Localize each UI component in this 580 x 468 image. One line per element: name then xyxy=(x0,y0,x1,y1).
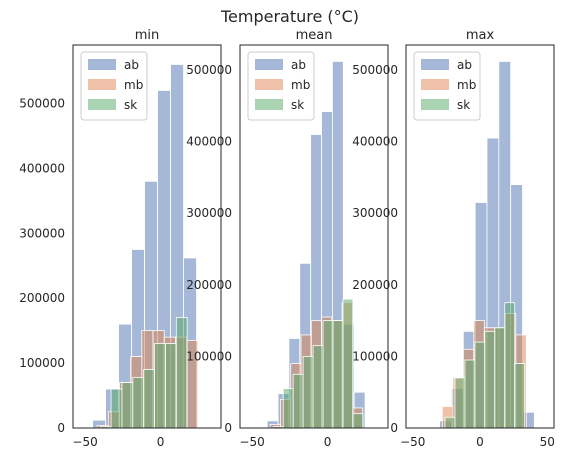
bar-sk xyxy=(504,302,516,429)
axes-frame xyxy=(405,44,555,429)
legend-label-sk: sk xyxy=(291,98,304,112)
legend-swatch-ab xyxy=(88,59,116,70)
x-tick-label: −50 xyxy=(400,435,425,449)
axes-frame xyxy=(239,44,389,429)
bar-sk xyxy=(514,363,526,429)
legend-swatch-sk xyxy=(255,99,283,110)
subplot-title: max xyxy=(466,28,495,43)
legend-swatch-mb xyxy=(255,79,283,90)
bar-sk xyxy=(332,320,344,429)
bar-sk xyxy=(342,298,354,429)
bar-sk xyxy=(165,343,177,429)
y-tick-label: 0 xyxy=(224,421,232,435)
subplot-title: min xyxy=(135,28,160,43)
legend-label-ab: ab xyxy=(124,58,139,72)
y-tick-label: 400000 xyxy=(352,135,398,149)
bar-sk xyxy=(282,388,294,429)
legend-swatch-ab xyxy=(421,59,449,70)
bar-sk xyxy=(143,369,155,429)
x-tick-label: −50 xyxy=(239,435,264,449)
legend-label-mb: mb xyxy=(457,78,476,92)
bar-sk xyxy=(464,359,476,429)
x-tick-label: −50 xyxy=(72,435,97,449)
bar-sk xyxy=(175,317,188,429)
legend-swatch-mb xyxy=(421,79,449,90)
y-tick-label: 500000 xyxy=(19,96,65,110)
y-tick-label: 300000 xyxy=(19,226,65,240)
legend-swatch-ab xyxy=(255,59,283,70)
bar-sk xyxy=(132,376,145,429)
y-tick-label: 400000 xyxy=(186,135,232,149)
y-tick-label: 100000 xyxy=(186,349,232,363)
y-tick-label: 100000 xyxy=(19,356,65,370)
x-tick-label: 0 xyxy=(324,435,332,449)
y-tick-label: 100000 xyxy=(352,349,398,363)
subplot-title: mean xyxy=(296,28,333,43)
legend-label-mb: mb xyxy=(291,78,310,92)
bar-sk xyxy=(494,327,506,429)
legend-swatch-sk xyxy=(88,99,116,110)
bar-sk xyxy=(352,413,364,429)
axes-frame xyxy=(72,44,222,429)
legend-label-mb: mb xyxy=(124,78,143,92)
subplot-min: min −50 0 0 100000 200000 300000 400000 500000 ab… xyxy=(19,28,222,449)
legend-label-ab: ab xyxy=(457,58,472,72)
bar-sk xyxy=(292,373,304,429)
bar-sk xyxy=(474,341,486,429)
y-tick-label: 500000 xyxy=(186,63,232,77)
x-tick-label: 50 xyxy=(540,435,555,449)
bar-sk xyxy=(312,345,324,429)
y-tick-label: 300000 xyxy=(186,206,232,220)
legend-label-ab: ab xyxy=(291,58,306,72)
x-tick-label: 0 xyxy=(476,435,484,449)
legend-swatch-sk xyxy=(421,99,449,110)
bar-sk xyxy=(454,377,466,429)
x-tick-label: 0 xyxy=(157,435,165,449)
y-tick-label: 500000 xyxy=(352,63,398,77)
bar-sk xyxy=(110,388,123,429)
y-tick-label: 200000 xyxy=(352,278,398,292)
legend-label-sk: sk xyxy=(457,98,470,112)
bar-sk xyxy=(302,356,314,429)
bar-sk xyxy=(121,382,134,429)
y-tick-label: 0 xyxy=(57,421,65,435)
y-tick-label: 200000 xyxy=(186,278,232,292)
subplot-max: max−50 0 500100000200000300000400000500000… xyxy=(352,28,555,449)
legend-swatch-mb xyxy=(88,79,116,90)
legend-label-sk: sk xyxy=(124,98,137,112)
figure-title: Temperature (°C) xyxy=(220,7,360,26)
bar-sk xyxy=(154,343,166,429)
y-tick-label: 300000 xyxy=(352,206,398,220)
subplot-mean: mean −50 0 0 100000 200000 300000 400000 500000 a… xyxy=(186,28,389,449)
bar-sk xyxy=(444,416,456,429)
y-tick-label: 200000 xyxy=(19,291,65,305)
bar-sk xyxy=(484,330,496,429)
bar-sk xyxy=(322,320,334,429)
y-tick-label: 400000 xyxy=(19,161,65,175)
y-tick-label: 0 xyxy=(390,421,398,435)
